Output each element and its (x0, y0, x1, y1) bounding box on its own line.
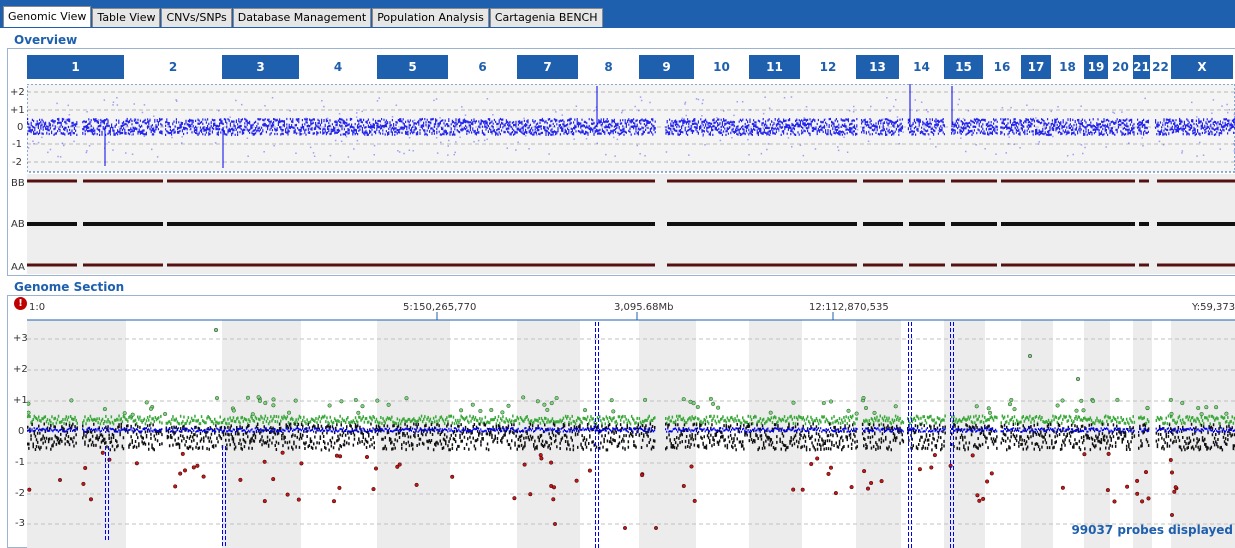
chromosome-1[interactable]: 1 (27, 55, 124, 79)
tab-database-management[interactable]: Database Management (232, 8, 372, 27)
chromosome-17[interactable]: 17 (1021, 55, 1051, 79)
section-ytick-zero: 0 (18, 426, 25, 437)
tab-cnvs-snps[interactable]: CNVs/SNPs (161, 8, 232, 27)
chromosome-14[interactable]: 14 (901, 55, 942, 79)
overview-ytick-minus2: -2 (12, 157, 22, 168)
chromosome-10[interactable]: 10 (696, 55, 747, 79)
chromosome-2[interactable]: 2 (126, 55, 220, 79)
section-ytick-minus3: -3 (15, 518, 25, 529)
chromosome-19[interactable]: 19 (1084, 55, 1108, 79)
tab-cartagenia-bench[interactable]: Cartagenia BENCH (489, 8, 603, 27)
tab-strip: Genomic View Table View CNVs/SNPs Databa… (3, 6, 604, 28)
chromosome-4[interactable]: 4 (301, 55, 375, 79)
warning-icon[interactable]: ! (14, 297, 27, 310)
overview-frame (7, 48, 1235, 276)
tab-population-analysis[interactable]: Population Analysis (372, 8, 489, 27)
chromosome-x[interactable]: X (1171, 55, 1233, 79)
overview-ytick-plus1: +1 (10, 105, 25, 116)
section-ytick-plus1: +1 (13, 395, 28, 406)
chromosome-15[interactable]: 15 (944, 55, 983, 79)
tab-table-view[interactable]: Table View (92, 8, 161, 27)
chromosome-22[interactable]: 22 (1152, 55, 1169, 79)
baf-label-bb: BB (11, 178, 25, 189)
section-ytick-plus3: +3 (13, 333, 28, 344)
baf-label-ab: AB (11, 219, 25, 230)
axis-label-chr5: 5:150,265,770 (403, 302, 477, 313)
baf-label-aa: AA (11, 262, 25, 273)
chromosome-12[interactable]: 12 (802, 55, 854, 79)
chromosome-8[interactable]: 8 (580, 55, 637, 79)
axis-label-center: 3,095.68Mb (614, 302, 674, 313)
chromosome-9[interactable]: 9 (639, 55, 694, 79)
chromosome-18[interactable]: 18 (1053, 55, 1082, 79)
probe-count-status: 99037 probes displayed (1071, 523, 1233, 537)
section-ytick-minus2: -2 (15, 488, 25, 499)
chromosome-3[interactable]: 3 (222, 55, 299, 79)
chromosome-7[interactable]: 7 (517, 55, 578, 79)
chromosome-6[interactable]: 6 (450, 55, 515, 79)
tab-genomic-view[interactable]: Genomic View (3, 6, 92, 27)
axis-label-chr12: 12:112,870,535 (809, 302, 889, 313)
overview-ytick-plus2: +2 (10, 87, 25, 98)
overview-ytick-zero: 0 (17, 122, 24, 133)
overview-ytick-minus1: -1 (12, 139, 22, 150)
section-ytick-plus2: +2 (13, 364, 28, 375)
chromosome-20[interactable]: 20 (1110, 55, 1131, 79)
chromosome-11[interactable]: 11 (749, 55, 800, 79)
chromosome-16[interactable]: 16 (985, 55, 1019, 79)
chromosome-21[interactable]: 21 (1133, 55, 1150, 79)
axis-label-start: 1:0 (29, 302, 46, 313)
genome-section-title: Genome Section (14, 280, 125, 294)
overview-plot[interactable] (27, 84, 1235, 274)
axis-label-end: Y:59,373 (1192, 302, 1235, 313)
genome-section-plot[interactable] (27, 312, 1235, 548)
chromosome-5[interactable]: 5 (377, 55, 448, 79)
overview-title: Overview (14, 33, 78, 47)
chromosome-13[interactable]: 13 (856, 55, 899, 79)
tab-bar: Genomic View Table View CNVs/SNPs Databa… (0, 0, 1235, 28)
section-ytick-minus1: -1 (15, 457, 25, 468)
chromosome-ideogram-bar: 1 2 3 4 5 6 7 8 9 10 11 12 13 14 15 16 17 18 19 20 21 22 X (27, 55, 1235, 79)
